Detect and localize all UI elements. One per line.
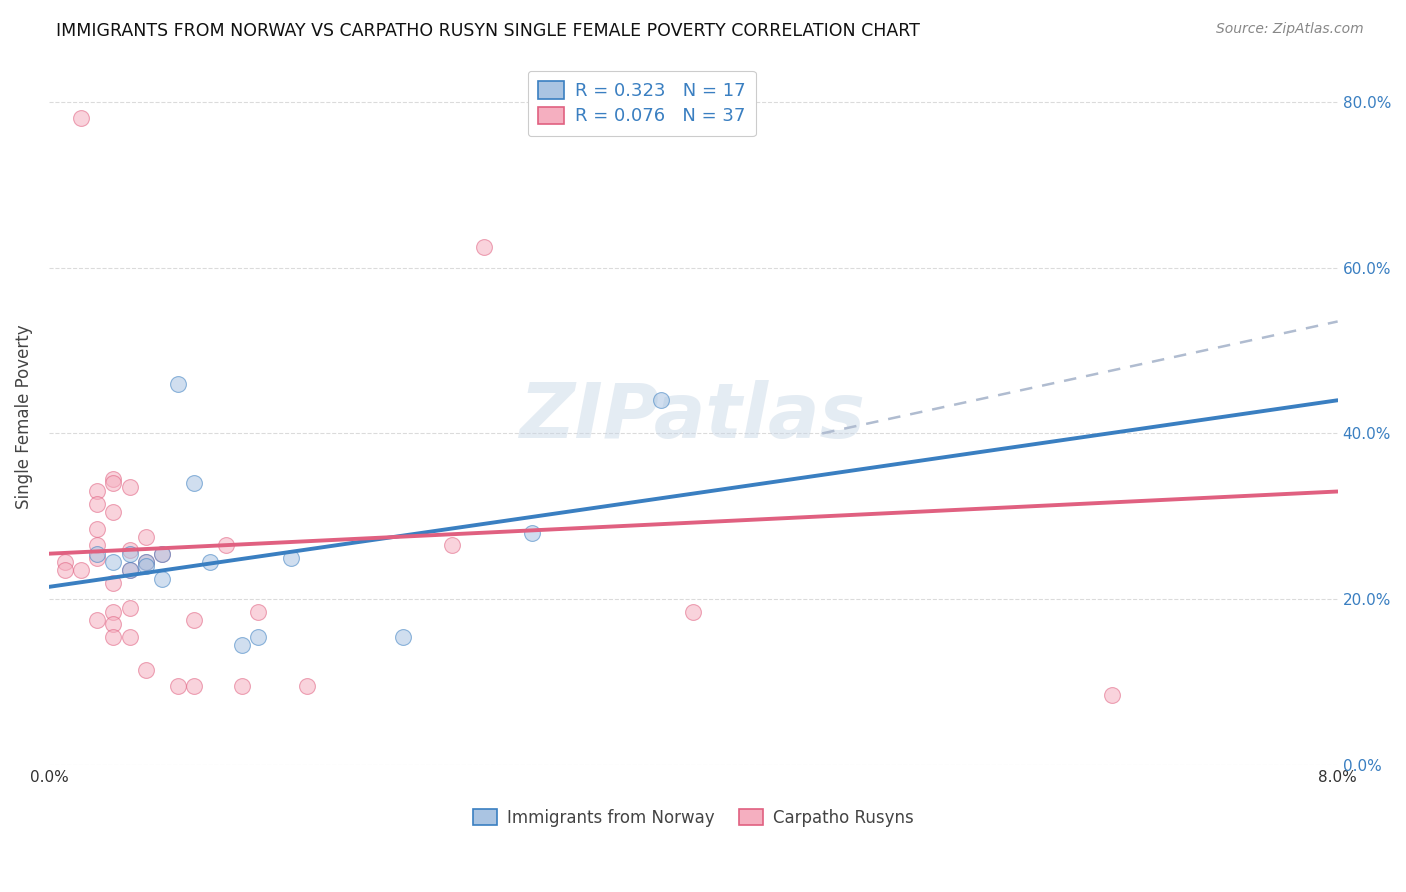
Point bbox=[231, 638, 253, 652]
Point bbox=[522, 525, 544, 540]
Point bbox=[1101, 688, 1123, 702]
Point bbox=[103, 555, 125, 569]
Point bbox=[70, 563, 93, 577]
Legend: Immigrants from Norway, Carpatho Rusyns: Immigrants from Norway, Carpatho Rusyns bbox=[467, 802, 920, 833]
Point bbox=[118, 542, 141, 557]
Point bbox=[150, 547, 173, 561]
Point bbox=[231, 679, 253, 693]
Point bbox=[70, 112, 93, 126]
Point bbox=[118, 563, 141, 577]
Point bbox=[392, 630, 415, 644]
Point bbox=[118, 630, 141, 644]
Point bbox=[150, 547, 173, 561]
Point bbox=[682, 605, 704, 619]
Point bbox=[86, 497, 108, 511]
Point bbox=[247, 630, 270, 644]
Point bbox=[650, 393, 672, 408]
Point bbox=[103, 472, 125, 486]
Point bbox=[103, 630, 125, 644]
Point bbox=[150, 572, 173, 586]
Point bbox=[103, 476, 125, 491]
Text: IMMIGRANTS FROM NORWAY VS CARPATHO RUSYN SINGLE FEMALE POVERTY CORRELATION CHART: IMMIGRANTS FROM NORWAY VS CARPATHO RUSYN… bbox=[56, 22, 920, 40]
Point bbox=[86, 547, 108, 561]
Point bbox=[135, 555, 157, 569]
Point bbox=[183, 613, 205, 627]
Point bbox=[86, 613, 108, 627]
Point bbox=[135, 530, 157, 544]
Point bbox=[183, 476, 205, 491]
Point bbox=[86, 522, 108, 536]
Point bbox=[135, 559, 157, 574]
Text: ZIPatlas: ZIPatlas bbox=[520, 380, 866, 454]
Point bbox=[103, 505, 125, 519]
Y-axis label: Single Female Poverty: Single Female Poverty bbox=[15, 325, 32, 509]
Point bbox=[183, 679, 205, 693]
Point bbox=[53, 555, 76, 569]
Point bbox=[118, 600, 141, 615]
Point bbox=[118, 547, 141, 561]
Point bbox=[198, 555, 221, 569]
Point bbox=[166, 376, 188, 391]
Point bbox=[215, 538, 238, 552]
Point bbox=[103, 617, 125, 632]
Point bbox=[103, 575, 125, 590]
Point bbox=[118, 563, 141, 577]
Point bbox=[103, 605, 125, 619]
Point bbox=[440, 538, 463, 552]
Point bbox=[135, 663, 157, 677]
Point bbox=[280, 550, 302, 565]
Point bbox=[472, 240, 495, 254]
Point bbox=[86, 550, 108, 565]
Point bbox=[53, 563, 76, 577]
Point bbox=[86, 538, 108, 552]
Point bbox=[166, 679, 188, 693]
Point bbox=[135, 555, 157, 569]
Text: Source: ZipAtlas.com: Source: ZipAtlas.com bbox=[1216, 22, 1364, 37]
Point bbox=[118, 480, 141, 494]
Point bbox=[86, 484, 108, 499]
Point bbox=[295, 679, 318, 693]
Point bbox=[247, 605, 270, 619]
